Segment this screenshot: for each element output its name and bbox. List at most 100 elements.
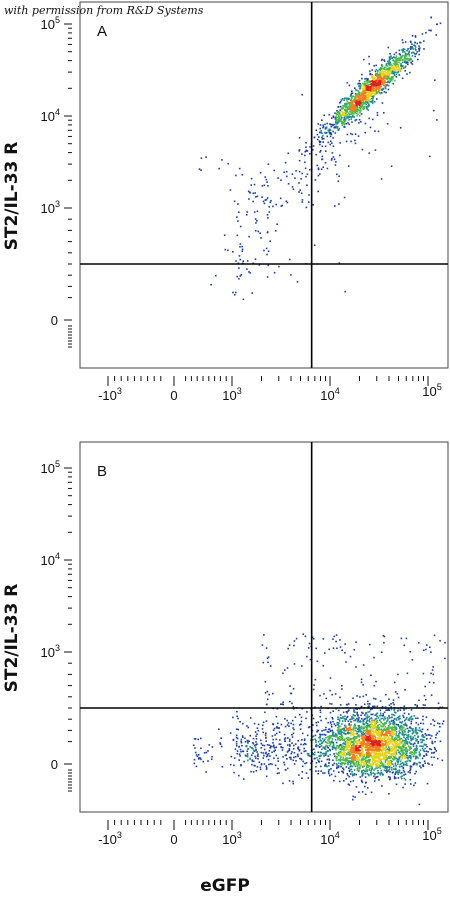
event-dot — [400, 750, 402, 752]
event-dot — [369, 749, 372, 751]
event-dot — [373, 79, 375, 82]
event-dot — [249, 717, 252, 719]
event-dot — [330, 703, 333, 705]
event-dot — [358, 759, 360, 761]
event-dot — [369, 98, 371, 100]
event-dot — [360, 746, 363, 748]
event-dot — [298, 159, 301, 162]
event-dot — [371, 720, 374, 722]
event-dot — [412, 732, 415, 734]
event-dot — [345, 110, 347, 113]
event-dot — [351, 737, 354, 740]
event-dot — [374, 724, 377, 727]
event-dot — [361, 742, 364, 745]
event-dot — [304, 762, 306, 765]
event-dot — [273, 757, 275, 759]
event-dot — [358, 764, 361, 766]
event-dot — [370, 730, 372, 732]
event-dot — [377, 760, 379, 763]
event-dot — [360, 84, 362, 87]
event-dot — [405, 747, 407, 749]
event-dot — [313, 136, 316, 139]
event-dot — [384, 733, 386, 735]
event-dot — [376, 759, 378, 762]
event-dot — [264, 692, 267, 694]
event-dot — [374, 744, 376, 746]
event-dot — [235, 260, 237, 262]
event-dot — [382, 70, 384, 73]
event-dot — [382, 714, 384, 717]
event-dot — [364, 738, 366, 741]
event-dot — [363, 107, 366, 110]
event-dot — [238, 759, 240, 761]
event-dot — [355, 704, 357, 706]
event-dot — [383, 769, 386, 772]
event-dot — [397, 777, 400, 779]
event-dot — [374, 718, 377, 720]
event-dot — [391, 79, 393, 82]
event-dot — [325, 697, 328, 700]
event-dot — [355, 745, 357, 747]
event-dot — [294, 716, 297, 718]
event-dot — [339, 116, 341, 119]
event-dot — [429, 646, 431, 648]
event-dot — [339, 102, 341, 104]
event-dot — [344, 652, 346, 654]
event-dot — [360, 678, 363, 681]
event-dot — [386, 709, 389, 711]
event-dot — [424, 762, 426, 764]
event-dot — [264, 711, 266, 714]
event-dot — [374, 773, 376, 776]
event-dot — [280, 723, 283, 726]
event-dot — [318, 761, 320, 763]
event-dot — [200, 737, 202, 740]
event-dot — [424, 747, 426, 750]
event-dot — [383, 737, 386, 739]
event-dot — [411, 60, 414, 62]
event-dot — [286, 175, 288, 178]
event-dot — [255, 735, 257, 737]
event-dot — [362, 721, 364, 723]
event-dot — [300, 743, 302, 746]
event-dot — [391, 78, 393, 80]
event-dot — [335, 634, 338, 636]
event-dot — [247, 759, 249, 762]
event-dot — [399, 715, 401, 717]
event-dot — [409, 778, 412, 781]
event-dot — [265, 766, 268, 769]
event-dot — [260, 747, 263, 749]
event-dot — [373, 684, 376, 687]
event-dot — [419, 738, 422, 741]
event-dot — [347, 753, 349, 756]
event-dot — [350, 730, 352, 732]
event-dot — [336, 113, 338, 116]
event-dot — [331, 742, 334, 744]
event-dot — [378, 723, 381, 726]
event-dot — [363, 772, 365, 774]
event-dot — [379, 744, 382, 746]
event-dot — [367, 81, 370, 83]
event-dot — [361, 85, 363, 87]
event-dot — [269, 755, 271, 757]
event-dot — [358, 106, 361, 109]
event-dot — [400, 747, 402, 749]
event-dot — [334, 775, 337, 778]
event-dot — [415, 732, 417, 734]
event-dot — [394, 758, 396, 760]
event-dot — [293, 663, 296, 665]
event-dot — [396, 757, 398, 760]
event-dot — [313, 748, 315, 750]
event-dot — [247, 740, 249, 742]
event-dot — [356, 95, 359, 97]
event-dot — [372, 772, 374, 774]
event-dot — [347, 729, 350, 732]
event-dot — [210, 283, 212, 286]
event-dot — [357, 727, 359, 730]
event-dot — [413, 784, 415, 787]
event-dot — [287, 183, 290, 185]
event-dot — [193, 738, 196, 740]
event-dot — [344, 758, 347, 760]
event-dot — [285, 200, 288, 203]
event-dot — [381, 751, 384, 753]
event-dot — [275, 754, 278, 757]
